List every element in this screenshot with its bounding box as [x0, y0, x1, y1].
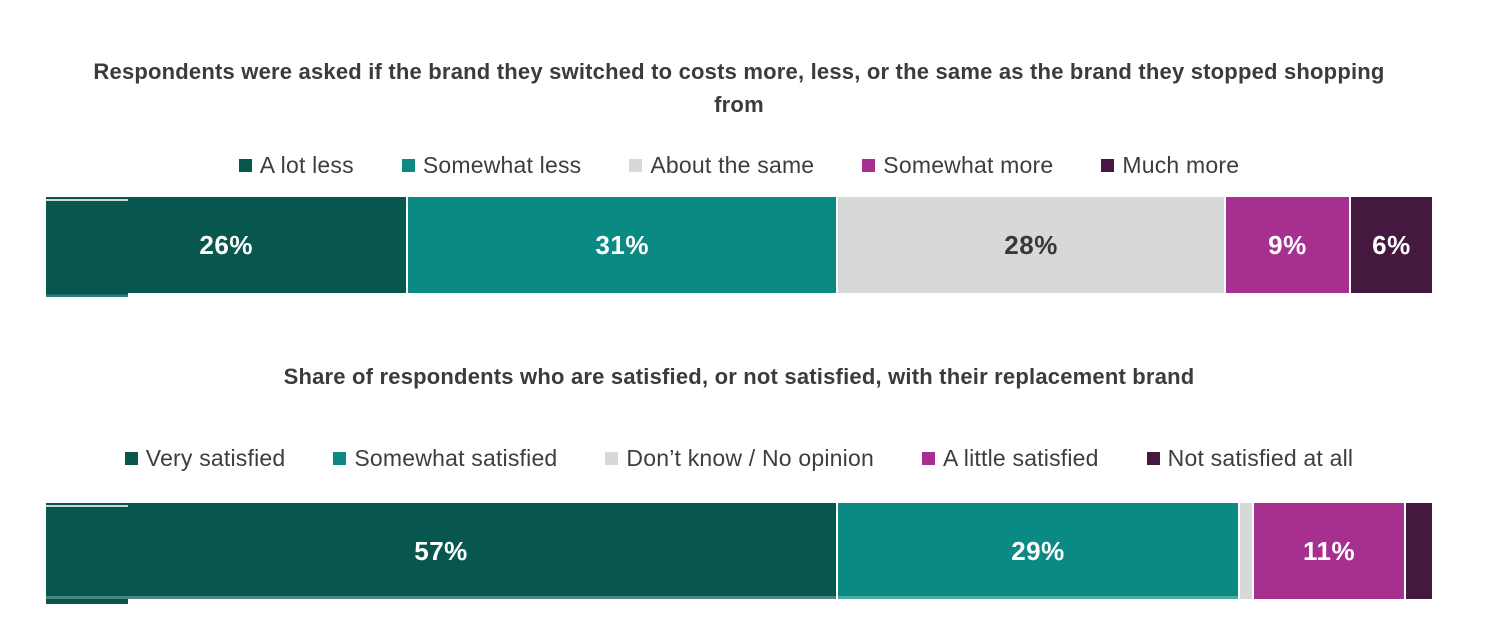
legend-swatch-icon	[401, 159, 415, 172]
legend-label: Not satisfied at all	[1167, 445, 1354, 471]
legend: Very satisfied Somewhat satisfied Don’t kn…	[46, 445, 1432, 472]
bar-artifact-under	[46, 293, 128, 297]
bar-segment: 26%	[46, 197, 407, 293]
bar-segment: 9%	[1224, 197, 1349, 293]
legend-label: A lot less	[259, 152, 354, 178]
legend-swatch-icon	[862, 159, 876, 172]
legend: A lot less Somewhat less About the same Som…	[46, 152, 1432, 179]
legend-label: Somewhat less	[422, 152, 582, 178]
legend-label: Very satisfied	[145, 445, 286, 471]
legend-label: Somewhat more	[883, 152, 1054, 178]
legend-item: Very satisfied	[124, 445, 286, 472]
stacked-bar: 26% 31% 28% 9% 6%	[46, 197, 1432, 297]
legend-label: Much more	[1122, 152, 1240, 178]
chart-title: Share of respondents who are satisfied, …	[283, 364, 1195, 389]
bar-segment: 11%	[1251, 503, 1405, 599]
segment-value-label: 31%	[595, 229, 649, 260]
legend-item: Somewhat more	[862, 152, 1053, 179]
bar-segment: 28%	[836, 197, 1225, 293]
legend-swatch-icon	[238, 159, 252, 172]
legend-item: About the same	[629, 152, 814, 179]
chart-title: Respondents were asked if the brand they…	[93, 59, 1385, 117]
segment-value-label: 6%	[1372, 229, 1411, 260]
legend-item: Much more	[1101, 152, 1239, 179]
legend-item: Somewhat satisfied	[333, 445, 557, 472]
bar-segment: 57%	[46, 503, 837, 599]
bar-artifact-under	[46, 599, 128, 604]
bar-artifact-bottom-strip	[46, 596, 1238, 599]
legend-swatch-icon	[921, 452, 935, 465]
segment-value-label: 26%	[199, 229, 253, 260]
stacked-bar: 57% 29% 11%	[46, 503, 1432, 604]
legend-swatch-icon	[333, 452, 347, 465]
bar-segment: 29%	[836, 503, 1238, 599]
segment-value-label: 57%	[414, 535, 468, 566]
legend-item: Not satisfied at all	[1146, 445, 1354, 472]
segment-value-label: 29%	[1011, 535, 1065, 566]
legend-item: A lot less	[238, 152, 354, 179]
segment-value-label: 9%	[1268, 229, 1307, 260]
legend-label: Somewhat satisfied	[354, 445, 558, 471]
legend-swatch-icon	[629, 159, 643, 172]
segment-value-label: 28%	[1004, 229, 1058, 260]
legend-item: A little satisfied	[921, 445, 1099, 472]
legend-item: Somewhat less	[401, 152, 582, 179]
legend-swatch-icon	[1101, 159, 1115, 172]
legend-label: About the same	[650, 152, 815, 178]
segment-value-label: 11%	[1302, 535, 1356, 566]
legend-swatch-icon	[605, 452, 619, 465]
bar-segment: 31%	[406, 197, 837, 293]
legend-swatch-icon	[1146, 452, 1160, 465]
bar-segment	[1404, 503, 1432, 599]
bar-segment: 6%	[1348, 197, 1432, 293]
bar-artifact-topline	[46, 505, 128, 507]
legend-item: Don’t know / No opinion	[605, 445, 874, 472]
legend-label: Don’t know / No opinion	[626, 445, 874, 471]
legend-swatch-icon	[124, 452, 138, 465]
legend-label: A little satisfied	[942, 445, 1099, 471]
bar-segment	[1237, 503, 1252, 599]
bar-artifact-topline	[46, 199, 128, 201]
